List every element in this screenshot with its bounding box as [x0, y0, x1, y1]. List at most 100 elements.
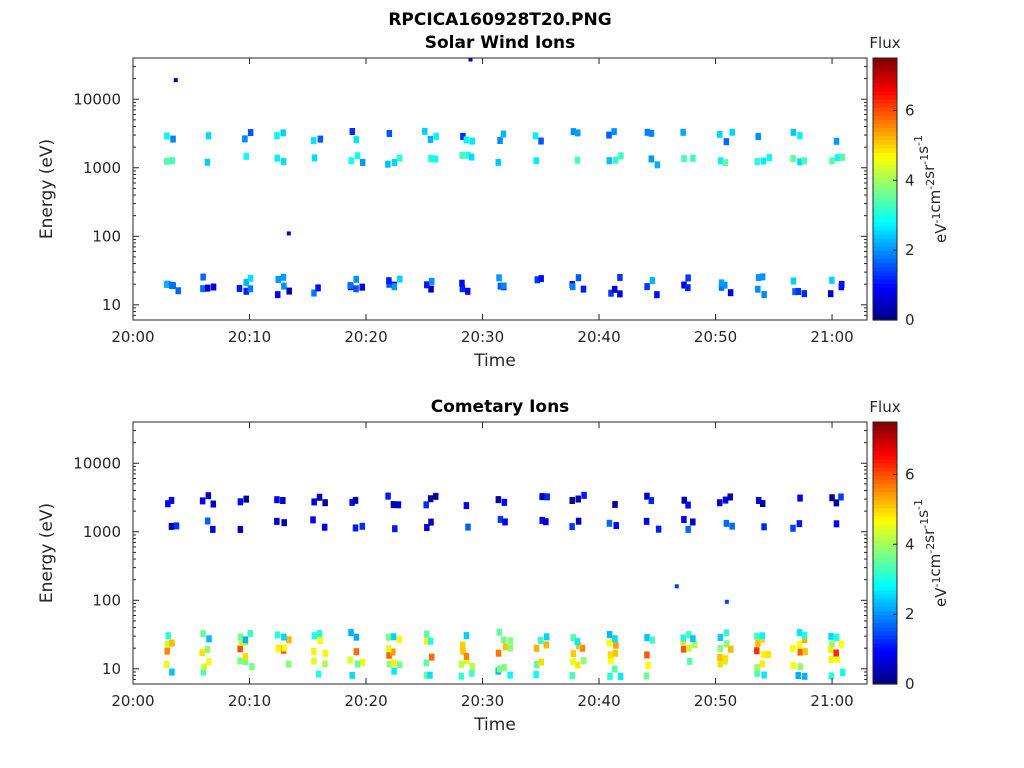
colorbar-swatch [873, 148, 897, 153]
heatmap-cell [727, 289, 734, 297]
colorbar-swatch [873, 483, 897, 489]
heatmap-cell [274, 291, 281, 299]
heatmap-cell [838, 280, 845, 288]
heatmap-cell [833, 649, 839, 657]
heatmap-cell [543, 518, 549, 526]
colorbar-swatch [873, 675, 897, 681]
heatmap-cell [754, 632, 760, 640]
heatmap-cell [838, 640, 845, 648]
heatmap-cell [839, 153, 845, 161]
colorbar-swatch [873, 70, 897, 75]
heatmap-cell [543, 641, 550, 649]
heatmap-cell [538, 636, 544, 644]
heatmap-cell [280, 273, 287, 281]
heatmap-cell [606, 157, 613, 165]
heatmap-cell [427, 637, 434, 645]
heatmap-cell [247, 129, 254, 137]
heatmap-cell [311, 647, 317, 655]
colorbar-swatch [873, 193, 897, 198]
heatmap-cell [386, 660, 393, 668]
heatmap-cell [353, 275, 359, 283]
heatmap-cell [612, 649, 619, 657]
x-tick-label: 20:20 [344, 692, 387, 710]
heatmap-cell [169, 157, 176, 165]
heatmap-cell [459, 279, 465, 287]
colorbar-swatch [873, 229, 897, 235]
heatmap-cell [644, 492, 650, 500]
heatmap-cell [690, 154, 696, 162]
heatmap-cell [759, 500, 766, 508]
heatmap-cell [395, 501, 402, 509]
heatmap-cell [502, 643, 509, 651]
heatmap-cell [617, 290, 623, 298]
colorbar-swatch [873, 258, 897, 264]
heatmap-cell [469, 669, 475, 677]
heatmap-cell [281, 282, 287, 290]
heatmap-cell [606, 131, 612, 139]
heatmap-cell [760, 650, 767, 658]
x-tick-label: 20:30 [461, 692, 504, 710]
heatmap-cell [607, 672, 613, 680]
heatmap-cell [538, 658, 545, 666]
heatmap-cell [206, 658, 212, 666]
heatmap-cell [755, 496, 762, 504]
heatmap-cell [833, 499, 840, 507]
heatmap-cell [680, 634, 687, 642]
heatmap-cell [348, 629, 354, 637]
heatmap-cell [680, 645, 687, 653]
heatmap-cell [311, 289, 317, 297]
heatmap-cell [201, 663, 207, 671]
heatmap-cell [575, 495, 581, 503]
colorbar-swatch [873, 618, 897, 624]
colorbar-swatch [873, 516, 897, 521]
colorbar-swatch [873, 266, 897, 272]
heatmap-cell [790, 662, 797, 670]
heatmap-cell [247, 630, 253, 638]
heatmap-cell [243, 152, 250, 160]
heatmap-cell [795, 672, 802, 680]
colorbar-swatch [873, 238, 897, 243]
colorbar-swatch [873, 279, 897, 284]
heatmap-cell [281, 633, 287, 641]
x-tick-label: 20:50 [694, 328, 737, 346]
y-tick-label: 10 [102, 296, 121, 314]
heatmap-cell [242, 658, 249, 666]
colorbar-swatch [873, 499, 897, 505]
heatmap-cell [354, 152, 361, 160]
heatmap-cell [463, 502, 470, 510]
heatmap-cell [648, 155, 655, 163]
colorbar-swatch [873, 602, 897, 607]
colorbar-swatch [873, 90, 897, 96]
heatmap-cell [429, 277, 435, 285]
y-tick-label: 10000 [73, 90, 121, 108]
heatmap-cell [285, 660, 292, 668]
heatmap-cell [315, 670, 322, 678]
heatmap-cell [496, 274, 502, 282]
colorbar-swatch [873, 217, 897, 223]
colorbar-swatch [873, 544, 897, 550]
heatmap-cell [427, 671, 433, 679]
heatmap-cell [617, 672, 624, 680]
x-axis-label: Time [473, 351, 516, 371]
heatmap-cell [237, 657, 243, 665]
heatmap-cell [575, 274, 582, 282]
heatmap-cell [570, 634, 576, 642]
heatmap-cell [570, 658, 576, 666]
heatmap-cell [385, 492, 391, 500]
heatmap-cell [359, 283, 365, 291]
heatmap-cell [353, 633, 360, 641]
heatmap-cell [238, 633, 244, 641]
heatmap-cell [359, 658, 366, 666]
heatmap-cell [433, 132, 439, 140]
heatmap-cell [236, 284, 243, 292]
heatmap-cell [755, 274, 762, 282]
heatmap-cell [507, 671, 513, 679]
heatmap-cell [311, 498, 317, 506]
colorbar-title: Flux [869, 34, 900, 52]
heatmap-cell [649, 277, 656, 285]
colorbar-swatch [873, 475, 897, 480]
heatmap-cell [685, 525, 691, 533]
colorbar-swatch [873, 225, 897, 231]
heatmap-cell [274, 631, 281, 639]
colorbar-swatch [873, 585, 897, 591]
